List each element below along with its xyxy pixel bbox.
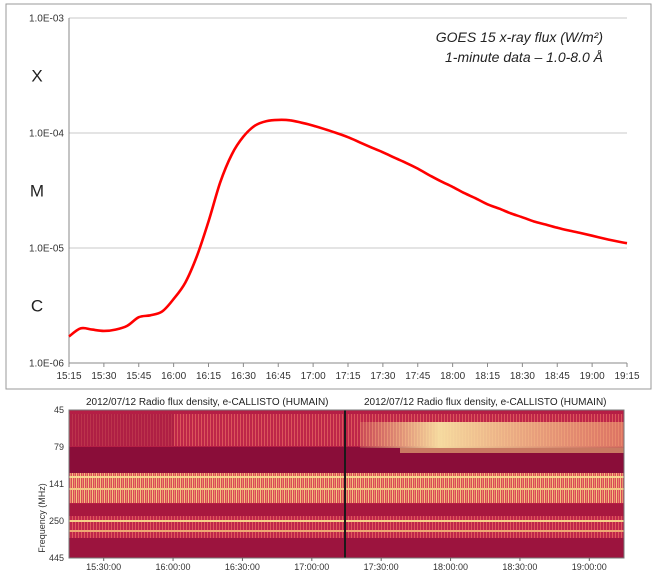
x-tick-label: 18:30 xyxy=(510,371,535,382)
radio-spectrogram: 2012/07/12 Radio flux density, e-CALLIST… xyxy=(37,397,625,572)
time-tick-label: 19:00:00 xyxy=(572,562,607,572)
x-tick-label: 17:15 xyxy=(335,371,360,382)
annotation-line-1: GOES 15 x-ray flux (W/m²) xyxy=(436,29,603,45)
annotation-line-2: 1-minute data – 1.0-8.0 Å xyxy=(445,49,603,65)
x-tick-label: 16:15 xyxy=(196,371,221,382)
frequency-tick-label: 45 xyxy=(54,405,64,415)
flux-series-line xyxy=(68,118,628,338)
flare-class-label: X xyxy=(31,67,42,86)
panel-divider xyxy=(344,410,346,558)
y-tick-label: 1.0E-03 xyxy=(29,14,64,25)
x-tick-label: 18:00 xyxy=(440,371,465,382)
spectrogram-band-bottom xyxy=(69,516,624,538)
flare-class-labels: X M C xyxy=(30,67,44,316)
spectrogram-frame xyxy=(68,409,625,559)
x-tick-label: 17:30 xyxy=(370,371,395,382)
time-tick-label: 16:30:00 xyxy=(225,562,260,572)
frequency-ticks: 45 79 141 250 445 xyxy=(49,405,64,563)
x-tick-label: 18:45 xyxy=(545,371,570,382)
x-tick-label: 19:15 xyxy=(614,371,639,382)
spectrogram-band-base xyxy=(69,538,624,558)
x-tick-label: 19:00 xyxy=(580,371,605,382)
y-tick-label: 1.0E-06 xyxy=(29,359,64,370)
x-axis-ticks: 15:15 15:30 15:45 16:00 16:15 16:30 16:45 17:00… xyxy=(56,363,640,382)
time-tick-label: 16:00:00 xyxy=(156,562,191,572)
y-tick-label: 1.0E-04 xyxy=(29,129,64,140)
x-tick-label: 16:30 xyxy=(231,371,256,382)
frequency-axis-label: Frequency (MHz) xyxy=(37,483,47,553)
x-tick-label: 18:15 xyxy=(475,371,500,382)
frequency-tick-label: 141 xyxy=(49,479,64,489)
flare-class-label: C xyxy=(31,297,43,316)
chart-frame xyxy=(5,3,652,390)
time-ticks: 15:30:00 16:00:00 16:30:00 17:00:00 17:30:00… xyxy=(86,558,607,572)
flare-class-label: M xyxy=(30,182,44,201)
panel-title-right: 2012/07/12 Radio flux density, e-CALLIST… xyxy=(364,397,607,408)
time-tick-label: 15:30:00 xyxy=(86,562,121,572)
x-tick-label: 15:30 xyxy=(91,371,116,382)
spectrogram-line-c xyxy=(69,520,624,522)
spectrogram-line-a xyxy=(69,476,624,478)
x-tick-label: 16:00 xyxy=(161,371,186,382)
panel-title-left: 2012/07/12 Radio flux density, e-CALLIST… xyxy=(86,397,329,408)
y-tick-label: 1.0E-05 xyxy=(29,244,64,255)
spectrogram-image xyxy=(68,409,625,559)
y-axis-ticks: 1.0E-03 1.0E-04 1.0E-05 1.0E-06 xyxy=(29,14,64,370)
frequency-tick-label: 250 xyxy=(49,516,64,526)
dim-region-left xyxy=(69,414,174,446)
time-tick-label: 18:30:00 xyxy=(502,562,537,572)
burst-region-lower xyxy=(400,448,624,453)
x-tick-label: 15:15 xyxy=(56,371,81,382)
spectrogram-line-b xyxy=(69,488,624,490)
time-tick-label: 17:30:00 xyxy=(364,562,399,572)
x-tick-label: 17:45 xyxy=(405,371,430,382)
frequency-tick-label: 445 xyxy=(49,553,64,563)
goes-xray-flux-chart: 1.0E-031.0E-041.0E-051.0E-06 15:15 15:30 1… xyxy=(5,3,652,390)
spectrogram-band-lower xyxy=(69,504,624,516)
x-tick-label: 15:45 xyxy=(126,371,151,382)
x-tick-label: 16:45 xyxy=(266,371,291,382)
x-tick-label: 17:00 xyxy=(301,371,326,382)
time-tick-label: 18:00:00 xyxy=(433,562,468,572)
burst-region xyxy=(360,422,624,448)
spectrogram-line-d xyxy=(69,530,624,532)
frequency-tick-label: 79 xyxy=(54,442,64,452)
time-tick-label: 17:00:00 xyxy=(294,562,329,572)
